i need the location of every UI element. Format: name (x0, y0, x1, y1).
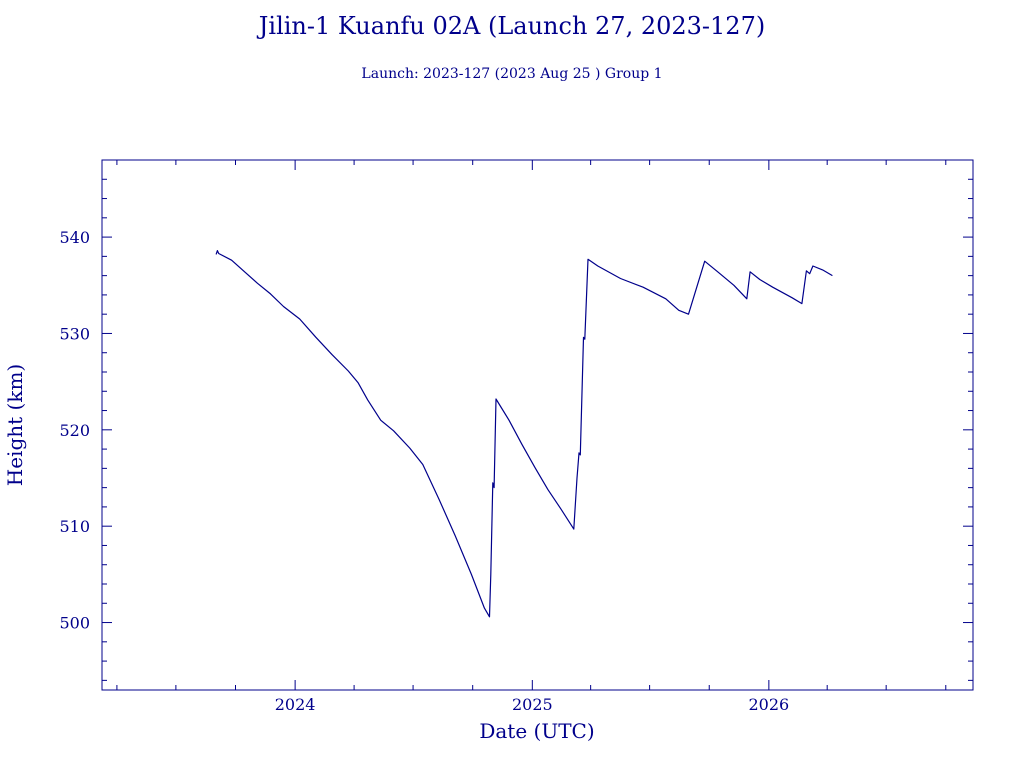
y-tick-label: 510 (59, 517, 90, 536)
x-axis-ticks (116, 160, 947, 690)
x-axis-label: Date (UTC) (479, 719, 594, 743)
y-tick-label: 500 (59, 614, 90, 633)
y-axis-tick-labels: 500 510 520 530 540 (59, 228, 90, 632)
x-axis-tick-labels: 2024 2025 2026 (275, 695, 789, 714)
y-axis-ticks (102, 159, 973, 681)
chart-title: Jilin-1 Kuanfu 02A (Launch 27, 2023-127) (258, 12, 766, 40)
height-series-line (215, 250, 833, 618)
x-tick-label: 2026 (749, 695, 790, 714)
y-tick-label: 520 (59, 421, 90, 440)
chart-subtitle: Launch: 2023-127 (2023 Aug 25 ) Group 1 (361, 66, 663, 82)
x-tick-label: 2024 (275, 695, 316, 714)
y-axis-label: Height (km) (3, 364, 27, 486)
x-tick-label: 2025 (512, 695, 553, 714)
y-tick-label: 540 (59, 228, 90, 247)
plot-frame (101, 159, 974, 691)
y-tick-label: 530 (59, 324, 90, 343)
